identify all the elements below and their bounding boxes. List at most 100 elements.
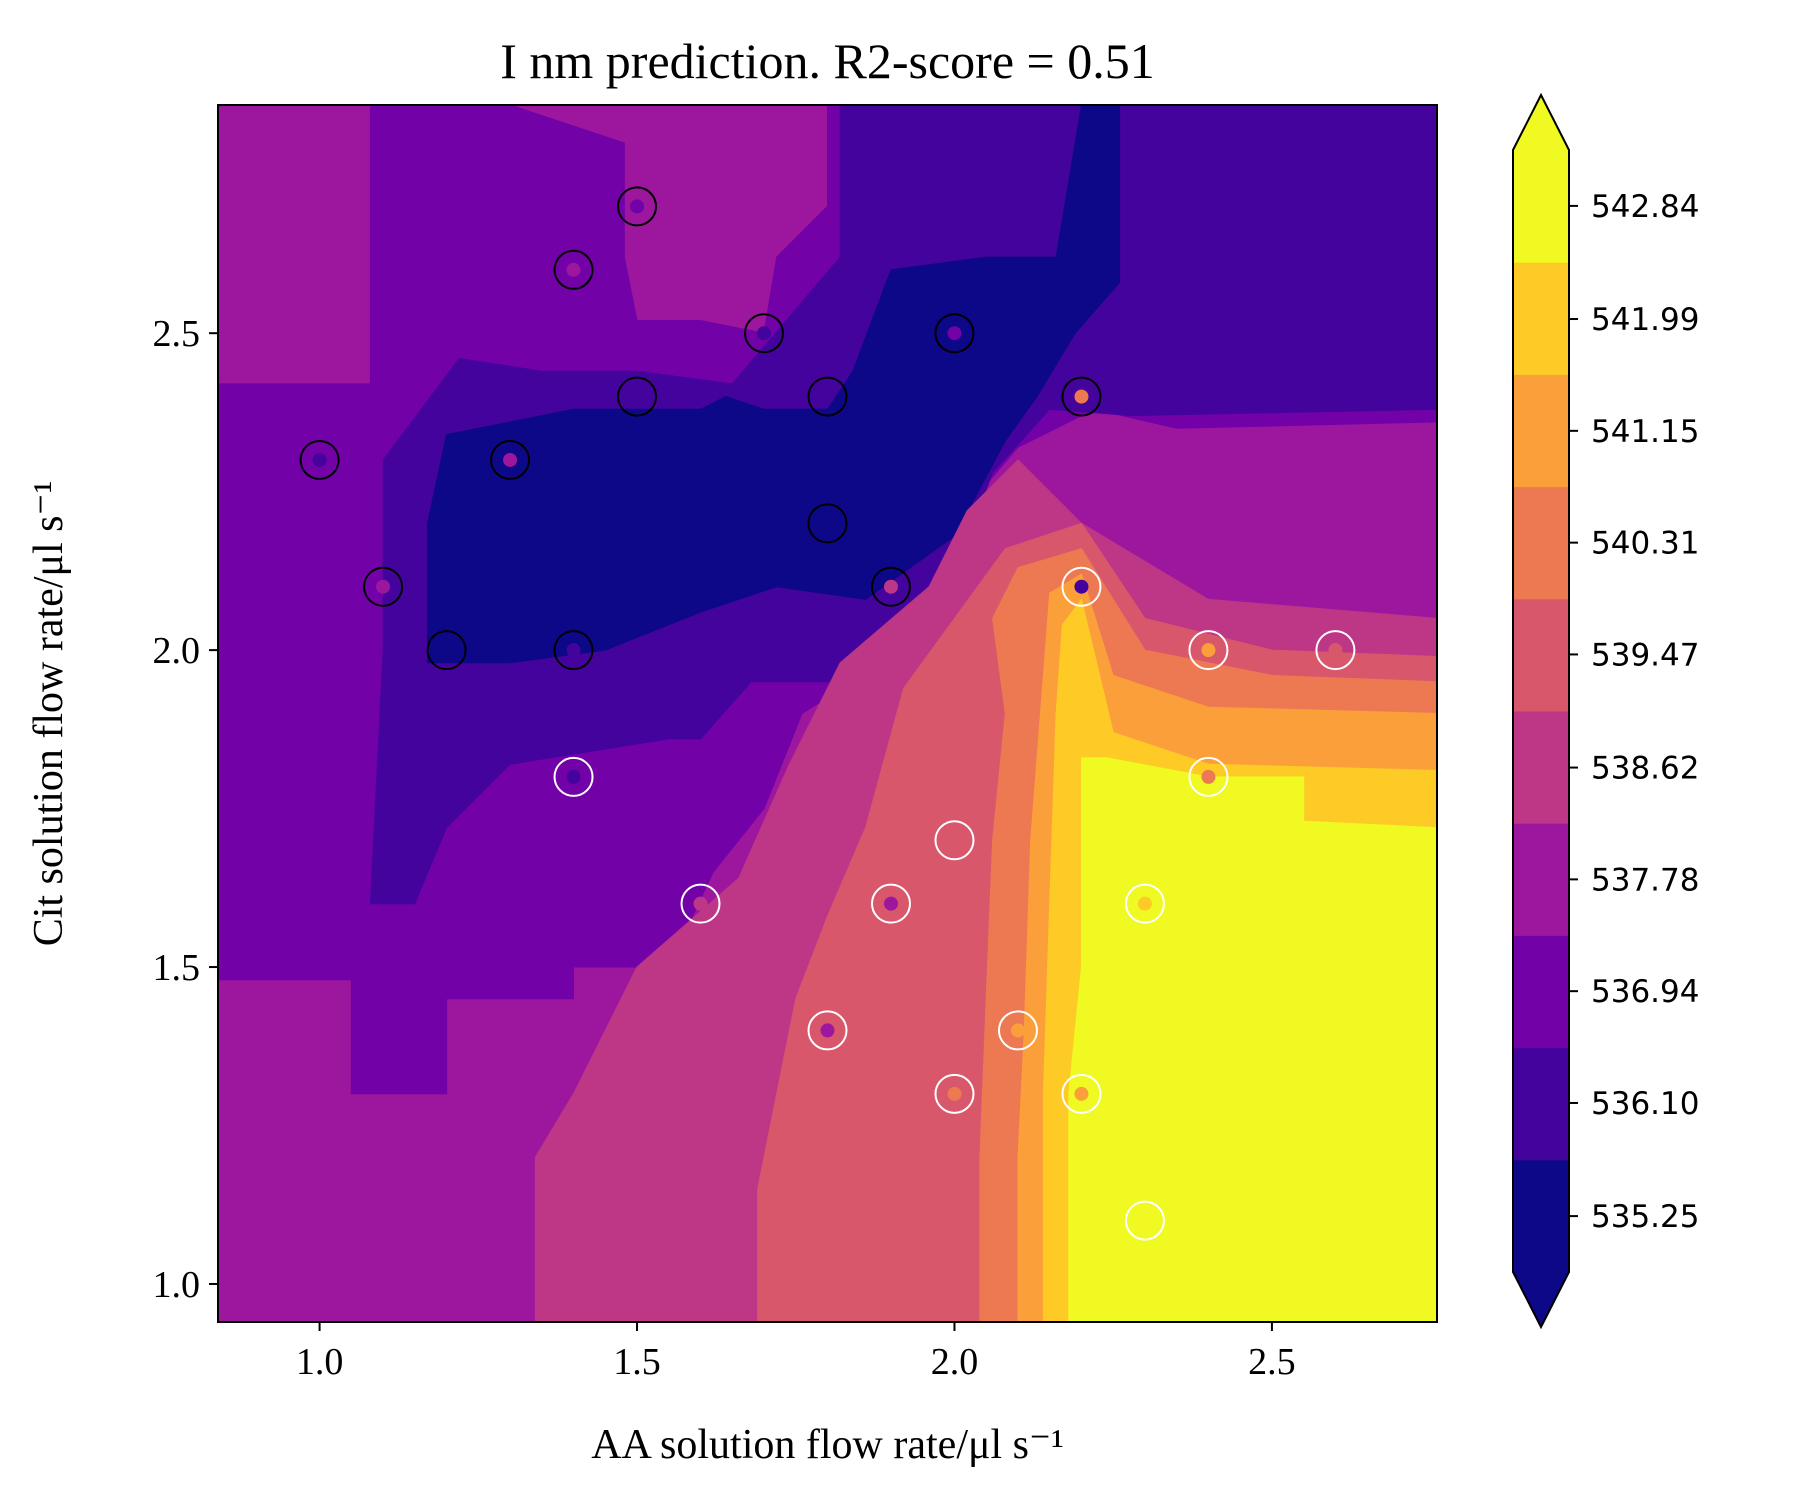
data-point (934, 820, 975, 861)
data-point-ring (553, 756, 594, 797)
contour-region-level-9 (1068, 757, 1437, 1322)
x-tick-label: 1.5 (613, 1341, 661, 1383)
data-point-ring (934, 1073, 975, 1114)
chart-title: I nm prediction. R2-score = 0.51 (500, 33, 1154, 89)
x-tick-label: 2.5 (1248, 1341, 1296, 1383)
y-tick-label: 1.5 (153, 947, 201, 989)
data-point (934, 313, 975, 354)
x-axis: 1.0 1.5 2.0 2.5 (296, 1322, 1296, 1383)
colorbar-extend-min (1513, 1272, 1569, 1327)
data-point-marker (439, 643, 454, 658)
data-point (934, 1073, 975, 1114)
y-axis: 1.0 1.5 2.0 2.5 (153, 313, 218, 1306)
data-point (426, 630, 467, 671)
data-point (807, 376, 848, 417)
data-point (490, 439, 531, 480)
colorbar-band (1513, 374, 1569, 488)
data-point-marker (883, 896, 898, 911)
data-point (744, 313, 785, 354)
colorbar-tick-label: 541.15 (1591, 414, 1699, 450)
colorbar-band (1513, 1159, 1569, 1273)
data-point-ring (744, 313, 785, 354)
data-point (870, 566, 911, 607)
data-point-marker (1137, 1213, 1152, 1228)
data-point-marker (1074, 389, 1089, 404)
data-point (1124, 1200, 1165, 1241)
data-point-ring (807, 503, 848, 544)
colorbar: 535.25 536.10 536.94 537.78 538.62 539.47 540.… (1512, 92, 1699, 1330)
data-point-marker (503, 452, 518, 467)
data-point (680, 883, 721, 924)
colorbar-band (1513, 935, 1569, 1049)
colorbar-band (1513, 486, 1569, 600)
data-point (870, 883, 911, 924)
colorbar-tick-label: 541.99 (1591, 302, 1699, 338)
contour-region-level-0 (427, 105, 1121, 664)
colorbar-tick-label: 538.62 (1591, 751, 1699, 787)
data-point-marker (820, 1023, 835, 1038)
colorbar-tick-label: 536.94 (1591, 974, 1699, 1010)
data-point-ring (1124, 1200, 1165, 1241)
data-point (617, 186, 658, 227)
data-point-marker (947, 326, 962, 341)
contour-field (218, 105, 1437, 1322)
data-point-ring (807, 376, 848, 417)
colorbar-band (1513, 598, 1569, 712)
data-point (363, 566, 404, 607)
y-tick-label: 1.0 (153, 1264, 201, 1306)
colorbar-tick-label: 540.31 (1591, 526, 1699, 562)
colorbar-tick-label: 537.78 (1591, 862, 1699, 898)
colorbar-band (1513, 823, 1569, 936)
data-point (1188, 630, 1229, 671)
data-point (553, 756, 594, 797)
x-tick-label: 1.0 (296, 1341, 344, 1383)
data-point-marker (1201, 769, 1216, 784)
x-axis-label: AA solution flow rate/μl s⁻¹ (591, 1422, 1064, 1468)
data-point-marker (566, 769, 581, 784)
y-tick-label: 2.5 (153, 313, 201, 355)
data-point-marker (947, 1086, 962, 1101)
x-tick-label: 2.0 (931, 1341, 979, 1383)
data-point-ring (617, 376, 658, 417)
colorbar-band (1513, 711, 1569, 824)
data-point (807, 1010, 848, 1051)
data-point-marker (820, 389, 835, 404)
data-point (1188, 756, 1229, 797)
data-point-marker (757, 326, 772, 341)
colorbar-tick-label: 539.47 (1591, 637, 1699, 673)
data-point-marker (1074, 1086, 1089, 1101)
colorbar-band (1513, 262, 1569, 375)
data-point (1061, 1073, 1102, 1114)
data-point (807, 503, 848, 544)
colorbar-outline (1512, 92, 1570, 1330)
colorbar-band (1513, 1047, 1569, 1161)
data-point-ring (363, 566, 404, 607)
data-point-ring (426, 630, 467, 671)
colorbar-tick-label: 536.10 (1591, 1086, 1699, 1122)
data-point-ring (1315, 630, 1356, 671)
colorbar-tick-label: 535.25 (1591, 1199, 1699, 1235)
data-point-ring (1061, 376, 1102, 417)
data-point-ring (934, 820, 975, 861)
data-point-ring (1188, 756, 1229, 797)
data-point-ring (299, 439, 340, 480)
data-point-ring (617, 186, 658, 227)
data-point-marker (1328, 643, 1343, 658)
colorbar-extend-max (1513, 95, 1569, 150)
data-point-ring (870, 883, 911, 924)
data-point-marker (630, 199, 645, 214)
data-point-marker (566, 262, 581, 277)
data-point (1061, 376, 1102, 417)
data-point-marker (312, 452, 327, 467)
data-point-marker (1074, 579, 1089, 594)
y-axis-label: Cit solution flow rate/μl s⁻¹ (26, 481, 72, 947)
colorbar-tick-label: 542.84 (1591, 189, 1699, 225)
data-point (1315, 630, 1356, 671)
data-point (617, 376, 658, 417)
data-point-ring (680, 883, 721, 924)
data-point (553, 249, 594, 290)
data-point-ring (1061, 1073, 1102, 1114)
data-point (1061, 566, 1102, 607)
data-point-ring (807, 1010, 848, 1051)
